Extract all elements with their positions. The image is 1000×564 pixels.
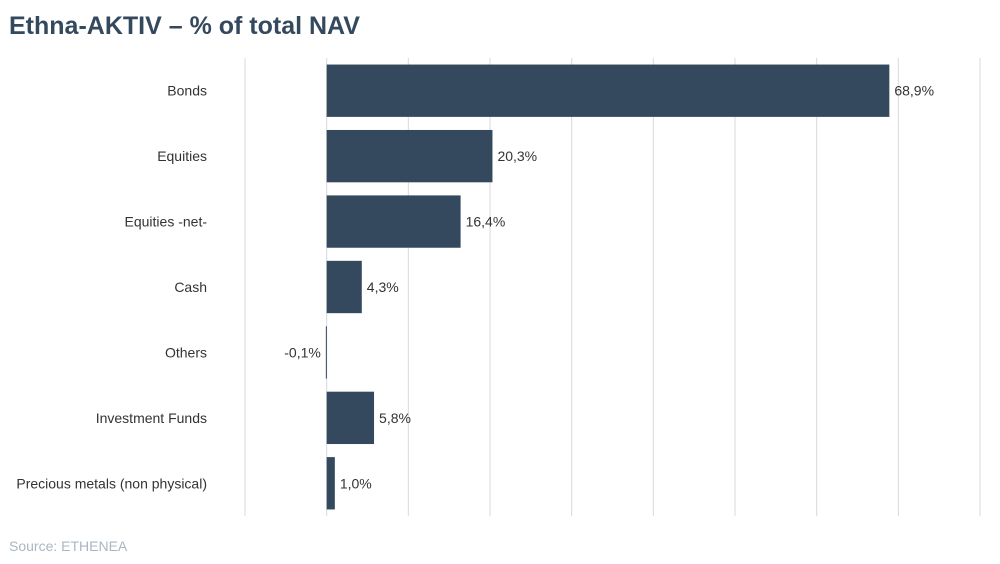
- bars: [325, 64, 890, 510]
- bar-precious-metals-non-physical: [326, 457, 335, 510]
- category-label: Cash: [174, 279, 207, 295]
- bar-cash: [326, 260, 362, 314]
- data-label: -0,1%: [284, 344, 321, 360]
- category-label: Equities -net-: [125, 214, 208, 230]
- category-label: Bonds: [167, 83, 207, 99]
- labels: Bonds 68,9% Equities 20,3% Equities -net- 16,…: [16, 83, 934, 492]
- bar-investment-funds: [326, 391, 375, 445]
- category-label: Others: [165, 344, 207, 360]
- bar-equities-net: [326, 195, 461, 248]
- bar-bonds: [326, 64, 890, 117]
- category-label: Precious metals (non physical): [16, 475, 207, 491]
- data-label: 4,3%: [367, 279, 399, 295]
- bar-equities: [326, 129, 493, 183]
- category-label: Equities: [157, 148, 207, 164]
- source-note: Source: ETHENEA: [9, 538, 128, 554]
- data-label: 20,3%: [497, 148, 537, 164]
- data-label: 16,4%: [466, 214, 506, 230]
- chart-title: Ethna-AKTIV – % of total NAV: [9, 12, 360, 40]
- data-label: 68,9%: [894, 83, 934, 99]
- bar-others: [325, 326, 327, 379]
- category-label: Investment Funds: [96, 410, 207, 426]
- data-label: 5,8%: [379, 410, 411, 426]
- data-label: 1,0%: [340, 475, 372, 491]
